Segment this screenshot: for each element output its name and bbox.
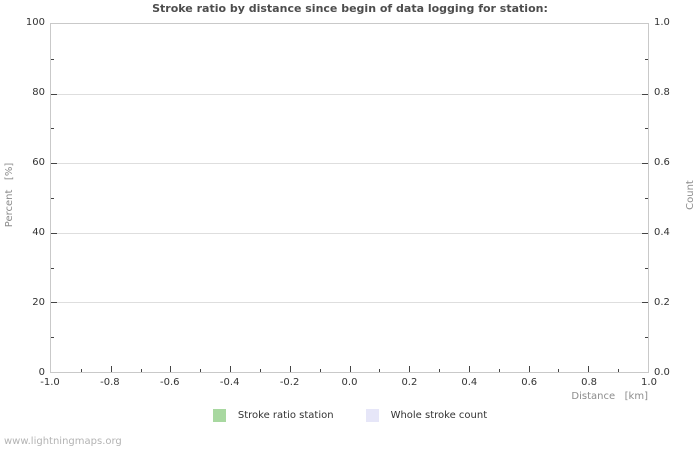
tick-mark bbox=[259, 369, 261, 372]
chart-title: Stroke ratio by distance since begin of … bbox=[152, 2, 548, 15]
tick-mark bbox=[588, 366, 590, 372]
x-tick-label: -0.8 bbox=[100, 377, 120, 388]
y-tick-label: 20 bbox=[32, 297, 45, 308]
tick-mark bbox=[558, 369, 560, 372]
plot-area bbox=[50, 23, 649, 373]
watermark: www.lightningmaps.org bbox=[4, 436, 122, 447]
y2-axis-label: Count bbox=[685, 180, 696, 210]
legend: Stroke ratio station Whole stroke count bbox=[0, 409, 700, 422]
legend-label: Stroke ratio station bbox=[237, 410, 334, 421]
tick-mark bbox=[230, 366, 232, 372]
tick-mark bbox=[645, 198, 648, 199]
x-tick-label: 0.6 bbox=[521, 377, 538, 388]
y-tick-label: 60 bbox=[32, 157, 45, 168]
y2-tick-label: 1.0 bbox=[654, 17, 670, 28]
tick-mark bbox=[498, 369, 500, 372]
tick-mark bbox=[200, 369, 202, 372]
tick-mark bbox=[528, 366, 530, 372]
x-tick-label: 0.4 bbox=[461, 377, 478, 388]
tick-mark bbox=[645, 58, 648, 60]
tick-mark bbox=[51, 163, 57, 165]
y-tick-label: 40 bbox=[32, 227, 45, 238]
x-axis-label: Distance [km] bbox=[571, 391, 648, 402]
tick-mark bbox=[642, 302, 648, 304]
legend-item: Whole stroke count bbox=[365, 409, 488, 422]
tick-mark bbox=[51, 302, 57, 304]
legend-item: Stroke ratio station bbox=[212, 409, 334, 422]
y2-tick-label: 0.2 bbox=[654, 297, 670, 308]
tick-mark bbox=[409, 366, 411, 372]
y-tick-label: 0 bbox=[38, 367, 45, 378]
tick-mark bbox=[51, 232, 57, 234]
tick-mark bbox=[319, 369, 321, 372]
gridline bbox=[51, 163, 648, 165]
y2-tick-label: 0.8 bbox=[654, 87, 670, 98]
x-tick-label: 1.0 bbox=[641, 377, 657, 388]
y2-tick-label: 0.0 bbox=[654, 367, 670, 378]
y2-tick-label: 0.4 bbox=[654, 227, 670, 238]
tick-mark bbox=[51, 267, 54, 269]
legend-label: Whole stroke count bbox=[390, 410, 488, 421]
tick-mark bbox=[645, 337, 648, 339]
tick-mark bbox=[645, 128, 648, 130]
tick-mark bbox=[51, 198, 54, 199]
tick-mark bbox=[140, 369, 142, 372]
x-tick-label: -0.6 bbox=[160, 377, 180, 388]
tick-mark bbox=[642, 232, 648, 234]
x-tick-label: 0.8 bbox=[581, 377, 598, 388]
x-tick-label: -1.0 bbox=[40, 377, 60, 388]
gridline bbox=[51, 302, 648, 304]
x-tick-label: -0.4 bbox=[219, 377, 240, 388]
x-tick-label: 0.2 bbox=[401, 377, 418, 388]
legend-swatch bbox=[365, 409, 379, 422]
x-tick-label: -0.2 bbox=[279, 377, 300, 388]
tick-mark bbox=[379, 369, 381, 372]
tick-mark bbox=[645, 267, 648, 269]
tick-mark bbox=[289, 366, 291, 372]
tick-mark bbox=[642, 93, 648, 95]
tick-mark bbox=[51, 337, 54, 339]
y-tick-label: 80 bbox=[32, 87, 45, 98]
tick-mark bbox=[468, 366, 470, 372]
tick-mark bbox=[618, 369, 620, 372]
tick-mark bbox=[51, 58, 54, 60]
tick-mark bbox=[349, 366, 351, 372]
gridline bbox=[51, 93, 648, 95]
tick-mark bbox=[642, 163, 648, 165]
tick-mark bbox=[439, 369, 441, 372]
x-tick-label: 0.0 bbox=[341, 377, 358, 388]
tick-mark bbox=[80, 369, 82, 372]
gridline bbox=[51, 232, 648, 234]
tick-mark bbox=[51, 128, 54, 130]
tick-mark bbox=[110, 366, 112, 372]
tick-mark bbox=[51, 93, 57, 95]
tick-mark bbox=[170, 366, 172, 372]
y-tick-label: 100 bbox=[25, 17, 45, 28]
y2-tick-label: 0.6 bbox=[654, 157, 670, 168]
legend-swatch bbox=[212, 409, 226, 422]
